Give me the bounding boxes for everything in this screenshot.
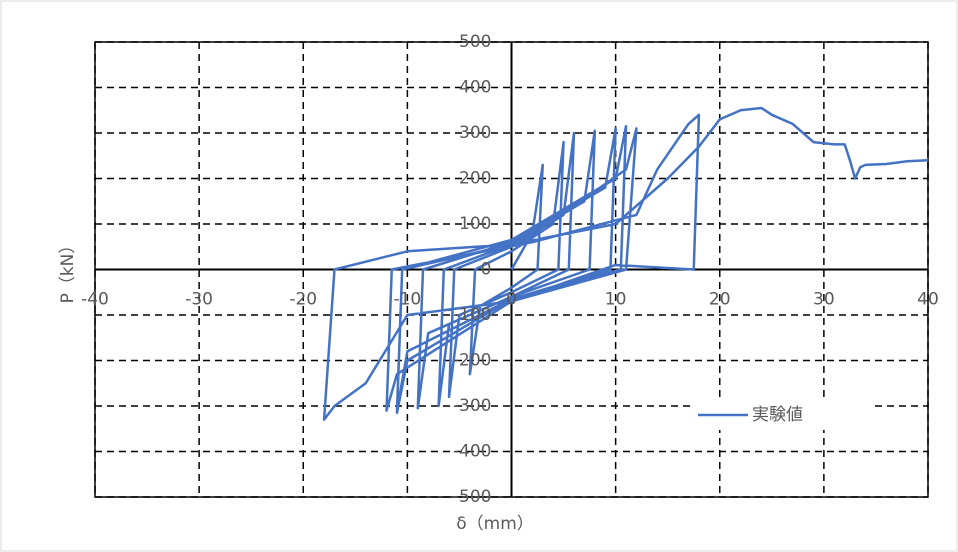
y-tick-label: 100 — [459, 214, 491, 234]
x-tick-label: 10 — [605, 290, 627, 310]
y-tick-label: 0 — [481, 260, 492, 280]
y-tick-label: -400 — [453, 442, 492, 462]
x-tick-label: -40 — [81, 290, 109, 310]
legend-label: 実験値 — [752, 405, 803, 425]
x-tick-label: -30 — [185, 290, 213, 310]
data-line — [322, 106, 929, 421]
plot-border — [94, 41, 929, 498]
y-tick-label: -100 — [453, 305, 492, 325]
y-tick-label: -200 — [453, 351, 492, 371]
x-tick-label: 0 — [506, 290, 517, 310]
x-tick-label: 30 — [813, 290, 835, 310]
x-axis-title: δ（mm） — [456, 514, 534, 534]
y-tick-label: -300 — [453, 396, 492, 416]
y-tick-label: 300 — [459, 123, 491, 143]
x-tick-label: 20 — [709, 290, 731, 310]
y-tick-label: 200 — [459, 169, 491, 189]
y-tick-label: -500 — [453, 487, 492, 507]
y-tick-label: 500 — [459, 32, 491, 52]
x-tick-label: -20 — [289, 290, 317, 310]
x-tick-label: -10 — [393, 290, 421, 310]
y-tick-label: 400 — [459, 78, 491, 98]
y-axis-title: P（kN） — [58, 237, 78, 304]
x-tick-label: 40 — [917, 290, 939, 310]
